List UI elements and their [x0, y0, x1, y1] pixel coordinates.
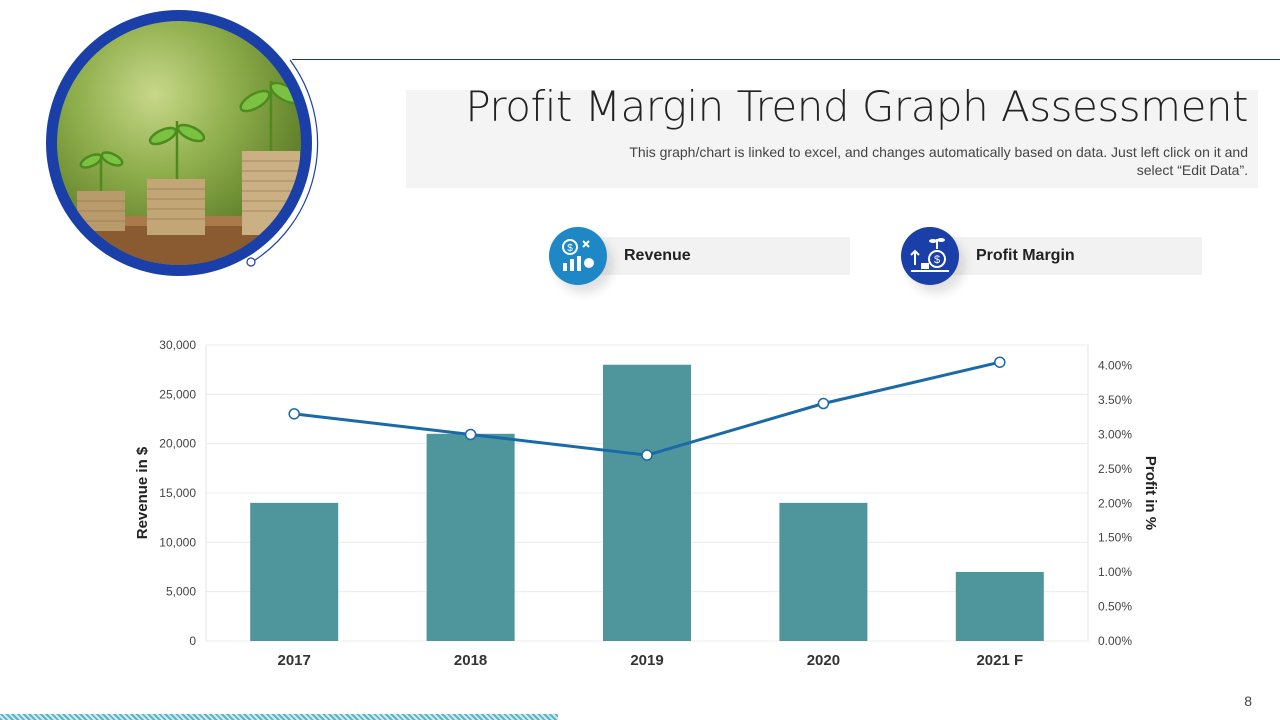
y2-tick-label: 0.50%: [1098, 600, 1132, 614]
y2-tick-label: 0.00%: [1098, 634, 1132, 648]
coin-plant-photo: [46, 10, 312, 276]
y2-tick-label: 3.00%: [1098, 427, 1132, 441]
y-tick-label: 20,000: [159, 437, 196, 451]
legend-revenue: [582, 237, 850, 275]
legend-profit-margin: [934, 237, 1202, 275]
svg-text:$: $: [934, 254, 940, 266]
profit-margin-point: [464, 428, 477, 441]
y-tick-label: 25,000: [159, 387, 196, 401]
y2-tick-label: 1.00%: [1098, 565, 1132, 579]
revenue-growth-icon: $: [549, 227, 607, 285]
x-tick-label: 2017: [278, 652, 311, 669]
revenue-bar: [955, 571, 1044, 641]
page-title: Profit Margin Trend Graph Assessment: [465, 82, 1248, 131]
profit-margin-point: [994, 356, 1006, 368]
y-tick-label: 15,000: [159, 486, 196, 500]
bottom-accent-bar: [0, 714, 558, 720]
y-tick-label: 30,000: [159, 338, 196, 352]
legend-revenue-label: Revenue: [624, 247, 691, 264]
page-number: 8: [1244, 693, 1252, 709]
legend-profit-margin-label: Profit Margin: [976, 247, 1075, 264]
profit-margin-point: [288, 408, 300, 420]
revenue-bar: [250, 502, 339, 641]
svg-text:$: $: [567, 243, 573, 254]
y-axis-title: Revenue in $: [134, 446, 151, 539]
profit-margin-point: [641, 449, 653, 461]
title-background: [406, 90, 1258, 188]
x-tick-label: 2021 F: [976, 652, 1023, 669]
page-subtitle: This graph/chart is linked to excel, and…: [629, 144, 1248, 178]
profit-margin-point: [817, 397, 830, 410]
revenue-bar: [426, 433, 515, 641]
x-tick-label: 2020: [807, 652, 840, 669]
coin-plant-image: [57, 21, 301, 265]
revenue-bar: [603, 364, 691, 641]
y-tick-label: 5,000: [166, 585, 196, 599]
profit-growth-icon: $: [901, 227, 959, 285]
y2-tick-label: 4.00%: [1098, 359, 1132, 373]
revenue-profit-chart: 0 5,000 10,000 15,000 20,000 25,000 30,000 0.00…: [134, 338, 1159, 669]
y-tick-label: 10,000: [159, 535, 196, 549]
header-rule: [292, 59, 1280, 60]
x-tick-label: 2019: [630, 652, 663, 669]
revenue-bar: [779, 502, 868, 641]
y2-tick-label: 2.00%: [1098, 496, 1132, 510]
x-tick-label: 2018: [454, 652, 487, 669]
y2-tick-label: 3.50%: [1098, 393, 1132, 407]
y2-tick-label: 2.50%: [1098, 462, 1132, 476]
y-tick-label: 0: [189, 634, 196, 648]
y2-axis-title: Profit in %: [1142, 456, 1159, 530]
y2-tick-label: 1.50%: [1098, 531, 1132, 545]
